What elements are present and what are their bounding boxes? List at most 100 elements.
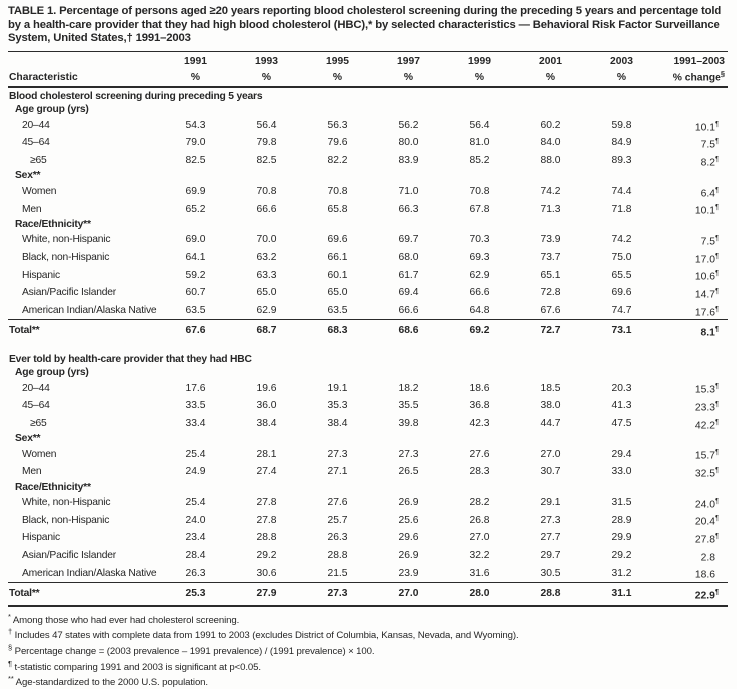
value-cell: 54.3 — [185, 119, 206, 131]
row-heading: Sex** — [15, 433, 41, 445]
value-cell: 27.6 — [469, 448, 490, 460]
value-cell: 56.4 — [469, 119, 490, 131]
row-label: Total** — [8, 581, 160, 607]
value-cell: 88.0 — [540, 155, 561, 167]
value-cell: 26.5 — [398, 466, 419, 478]
row-label: Men — [22, 203, 42, 215]
percent-label: % — [515, 67, 586, 89]
value-cell: 65.2 — [185, 203, 206, 215]
value-cell: 38.4 — [327, 417, 348, 429]
column-header-year: 1999 — [444, 50, 515, 68]
significance-marker: ¶ — [714, 233, 719, 243]
value-cell: 69.6 — [611, 287, 632, 299]
value-cell: 74.7 — [611, 304, 632, 316]
value-cell: 70.8 — [469, 185, 490, 197]
value-cell: 29.4 — [611, 448, 632, 460]
value-cell: 27.3 — [398, 448, 419, 460]
row-heading: Blood cholesterol screening during prece… — [9, 91, 263, 103]
significance-marker: ¶ — [714, 531, 719, 541]
value-cell: 69.6 — [327, 234, 348, 246]
row-label: 20–44 — [22, 382, 50, 394]
column-header-change-range: 1991–2003 — [657, 50, 728, 68]
row-heading: Sex** — [15, 170, 41, 182]
value-cell: 74.2 — [540, 185, 561, 197]
value-cell: 82.5 — [256, 155, 277, 167]
value-cell: 31.5 — [611, 497, 632, 509]
row-label: Hispanic — [22, 269, 60, 281]
value-cell: 67.6 — [160, 319, 231, 342]
value-cell: 38.4 — [256, 417, 277, 429]
value-cell: 85.2 — [469, 155, 490, 167]
value-cell: 64.8 — [469, 304, 490, 316]
section-marker: § — [720, 68, 725, 78]
value-cell: 35.3 — [327, 400, 348, 412]
value-cell: 25.4 — [185, 497, 206, 509]
change-cell: 10.6¶ — [694, 268, 719, 283]
value-cell: 73.7 — [540, 251, 561, 263]
significance-marker: ¶ — [714, 136, 719, 146]
value-cell: 28.8 — [515, 581, 586, 607]
row-label: Black, non-Hispanic — [22, 514, 110, 526]
table-row: 45–64 33.5 36.0 35.3 35.5 36.8 38.0 41.3 23.3¶ — [8, 397, 728, 415]
table-row: Men 65.2 66.6 65.8 66.3 67.8 71.3 71.8 10.1¶ — [8, 200, 728, 218]
value-cell: 83.9 — [398, 155, 419, 167]
footnote-marker: ¶ — [8, 658, 12, 668]
value-cell: 41.3 — [611, 400, 632, 412]
section-row: Blood cholesterol screening during prece… — [8, 87, 728, 103]
change-cell: 20.4¶ — [694, 513, 719, 528]
footnote: § Percentage change = (2003 prevalence –… — [8, 642, 375, 658]
value-cell: 56.4 — [256, 119, 277, 131]
value-cell: 63.3 — [256, 269, 277, 281]
value-cell: 60.7 — [185, 287, 206, 299]
value-cell: 31.6 — [469, 567, 490, 579]
total-row: Total** 25.3 27.9 27.3 27.0 28.0 28.8 31.1 22.9¶ — [8, 581, 728, 607]
change-cell: 24.0¶ — [694, 495, 719, 511]
change-cell: 22.9¶ — [657, 581, 728, 607]
value-cell: 29.9 — [611, 532, 632, 544]
footnote-marker: § — [8, 642, 13, 652]
value-cell: 25.3 — [160, 581, 231, 607]
column-header-change: % change§ — [657, 67, 728, 89]
value-cell: 30.5 — [540, 567, 561, 579]
footnote: ¶ t-statistic comparing 1991 and 2003 is… — [8, 658, 261, 673]
value-cell: 29.7 — [540, 549, 561, 561]
table-row: American Indian/Alaska Native 26.3 30.6 21.… — [8, 564, 728, 582]
value-cell: 69.3 — [469, 251, 490, 263]
change-cell: 7.5¶ — [700, 233, 719, 248]
value-cell: 56.3 — [327, 119, 348, 131]
value-cell: 42.3 — [469, 417, 490, 429]
value-cell: 32.2 — [469, 549, 490, 561]
percent-label: % — [302, 67, 373, 89]
column-header-year: 2001 — [515, 50, 586, 68]
change-cell: 32.5¶ — [694, 465, 719, 480]
row-label: Hispanic — [22, 532, 60, 544]
significance-marker: ¶ — [714, 324, 719, 334]
row-heading: Age group (yrs) — [15, 367, 89, 379]
row-label: American Indian/Alaska Native — [22, 567, 157, 579]
table-row: Men 24.9 27.4 27.1 26.5 28.3 30.7 33.0 32.5¶ — [8, 463, 728, 481]
significance-marker: ¶ — [714, 250, 719, 260]
value-cell: 89.3 — [611, 155, 632, 167]
value-cell: 79.6 — [327, 137, 348, 149]
value-cell: 18.5 — [540, 382, 561, 394]
value-cell: 69.0 — [185, 234, 206, 246]
row-label: Total** — [8, 319, 160, 342]
value-cell: 26.9 — [398, 549, 419, 561]
row-label: 45–64 — [22, 400, 50, 412]
total-row: Total** 67.6 68.7 68.3 68.6 69.2 72.7 73.1 8.1¶ — [8, 319, 728, 342]
value-cell: 68.0 — [398, 251, 419, 263]
column-header-characteristic: Characteristic — [8, 67, 160, 89]
value-cell: 36.8 — [469, 400, 490, 412]
row-label: 20–44 — [22, 119, 50, 131]
significance-marker: ¶ — [714, 465, 719, 474]
footnote-marker: ** — [8, 674, 14, 684]
value-cell: 71.0 — [398, 185, 419, 197]
change-cell: 17.0¶ — [694, 250, 719, 266]
value-cell: 27.0 — [469, 532, 490, 544]
value-cell: 17.6 — [185, 382, 206, 394]
value-cell: 25.6 — [398, 514, 419, 526]
value-cell: 18.2 — [398, 382, 419, 394]
value-cell: 27.0 — [373, 581, 444, 607]
value-cell: 69.9 — [185, 185, 206, 197]
significance-marker: ¶ — [714, 286, 719, 296]
